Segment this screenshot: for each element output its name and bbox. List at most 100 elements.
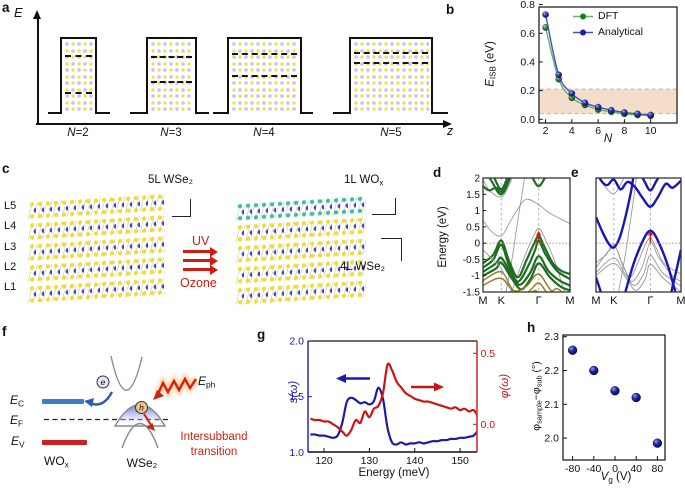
panel-e-letter: e: [571, 165, 579, 180]
curves-group: [309, 362, 477, 446]
x-tick-label: 120: [315, 455, 333, 467]
uv-ozone-arrow: [183, 255, 218, 266]
layer-label-l2: L2: [4, 261, 17, 273]
band-path: [483, 198, 570, 237]
legend-label-dft: DFT: [598, 10, 619, 22]
h-x-axis-label: Vg (V): [578, 471, 654, 484]
layer-label-l3: L3: [4, 241, 17, 253]
well-label-var: N: [67, 127, 76, 139]
bracket-5l: [172, 199, 191, 217]
data-point: [631, 392, 641, 403]
ec-sub: C: [18, 398, 25, 409]
band-path: [488, 178, 512, 196]
left-axis-arrowhead: [336, 374, 346, 383]
h-ylabel-p1: φ: [530, 423, 543, 431]
wse2-layer: [236, 280, 366, 305]
data-point-Analytical: [607, 106, 615, 114]
photon-wavy-arrow: [156, 376, 197, 395]
crystal-fill: [231, 41, 298, 114]
k-point-label: Γ: [536, 295, 542, 307]
vbm-marker-head: [536, 230, 542, 236]
x-tick-label: 130: [361, 455, 379, 467]
y-tick-label: -1: [471, 271, 480, 282]
bands-group: [483, 178, 570, 292]
data-point: [589, 365, 599, 376]
phi-omega-curve: [309, 362, 477, 437]
legend-label-analytical: Analytical: [598, 26, 643, 38]
y-tick-label: 0.0: [520, 114, 535, 126]
h-xlabel-base: V: [600, 471, 609, 483]
band-path: [483, 178, 511, 193]
band-path: [483, 255, 570, 287]
phase-vs-gate-chart: -80 -40 0 40 80 2.0 2.1 2.2 2.3: [544, 331, 666, 475]
b-ylabel-sub: ISB: [488, 66, 498, 80]
a-z-axis: [36, 123, 444, 125]
band-path: [483, 234, 570, 279]
hole-symbol: h: [139, 403, 144, 413]
h-ylabel-p2: −φ: [530, 387, 543, 401]
wse2-layer: [28, 277, 165, 304]
x-tick-label: 10: [645, 125, 657, 137]
well-base: [95, 111, 110, 114]
uv-label: UV: [192, 234, 210, 248]
eisb-vs-n-chart: 2 4 6 8 10 0.0 0.2 0.4 0.6 0.8: [520, 0, 678, 137]
crystal-fill: [64, 41, 93, 114]
well-label-n3: N=3: [149, 127, 193, 139]
well-base: [130, 111, 146, 114]
s-omega-curve: [310, 386, 477, 446]
right-y-tick-label: 0.0: [481, 419, 496, 431]
x-tick-label: 40: [630, 463, 642, 475]
electron-circle: [96, 375, 110, 389]
well-label-rest: =5: [388, 127, 402, 139]
well-base: [197, 111, 209, 114]
band-path: [483, 270, 553, 292]
axes-frame: [595, 177, 682, 293]
intersubband-transition-label: Intersubband transition: [166, 430, 262, 460]
y-tick-label: 0.2: [520, 85, 535, 97]
bracket-4l: [381, 238, 402, 261]
ev-label: EV: [11, 434, 25, 449]
conduction-parabola: [110, 355, 143, 391]
layer-label-l1: L1: [4, 281, 17, 293]
eph-sub: ph: [206, 379, 216, 390]
y-tick-label: 0.8: [520, 0, 535, 11]
band-structure-wse2-weight: M K Γ M21.510.50-0.5-1-1.5: [463, 174, 575, 308]
a-energy-axis-label: E: [14, 5, 23, 20]
panel-a-letter: a: [2, 0, 10, 15]
label-5l-wse2: 5L WSe₂: [148, 174, 193, 186]
data-point-Analytical: [634, 110, 641, 118]
h-xlabel-sub: g: [608, 475, 613, 485]
data-point-Analytical: [621, 109, 628, 116]
k-point-label: M: [565, 295, 574, 307]
well-label-n5: N=5: [369, 127, 413, 139]
hole-circle: [135, 401, 148, 414]
y-tick-label: 0.5: [466, 222, 480, 233]
band-path: [598, 178, 681, 208]
data-point-Analytical: [647, 111, 654, 119]
energy-level: [151, 81, 192, 83]
right-y-tick-label: 0.5: [481, 348, 496, 360]
data-point: [652, 438, 663, 448]
conduction-band-bar: [42, 399, 84, 404]
x-tick-label: 0: [612, 463, 618, 475]
uv-ozone-arrow: [183, 246, 218, 257]
y-tick-label: 2.1: [544, 399, 559, 411]
x-tick-label: 80: [652, 463, 664, 475]
uv-ozone-arrow: [183, 264, 218, 275]
b-y-axis-label: EISB (eV): [484, 41, 497, 87]
well-label-var: N: [380, 127, 389, 139]
y-tick-label: 2.0: [544, 433, 559, 445]
ev-base: E: [11, 434, 20, 448]
x-tick-label: 140: [406, 455, 424, 467]
ev-sub: V: [19, 439, 25, 450]
x-tick-label: -80: [565, 463, 580, 475]
well-base: [433, 111, 448, 114]
g-left-y-axis-label: s(ω): [288, 380, 300, 404]
transition-line1: Intersubband: [180, 431, 248, 443]
ec-label: EC: [10, 393, 24, 408]
intersubband-arrowhead: [146, 423, 155, 431]
wox-wse2-crystal: [236, 196, 366, 305]
k-point-label: Γ: [647, 295, 653, 307]
